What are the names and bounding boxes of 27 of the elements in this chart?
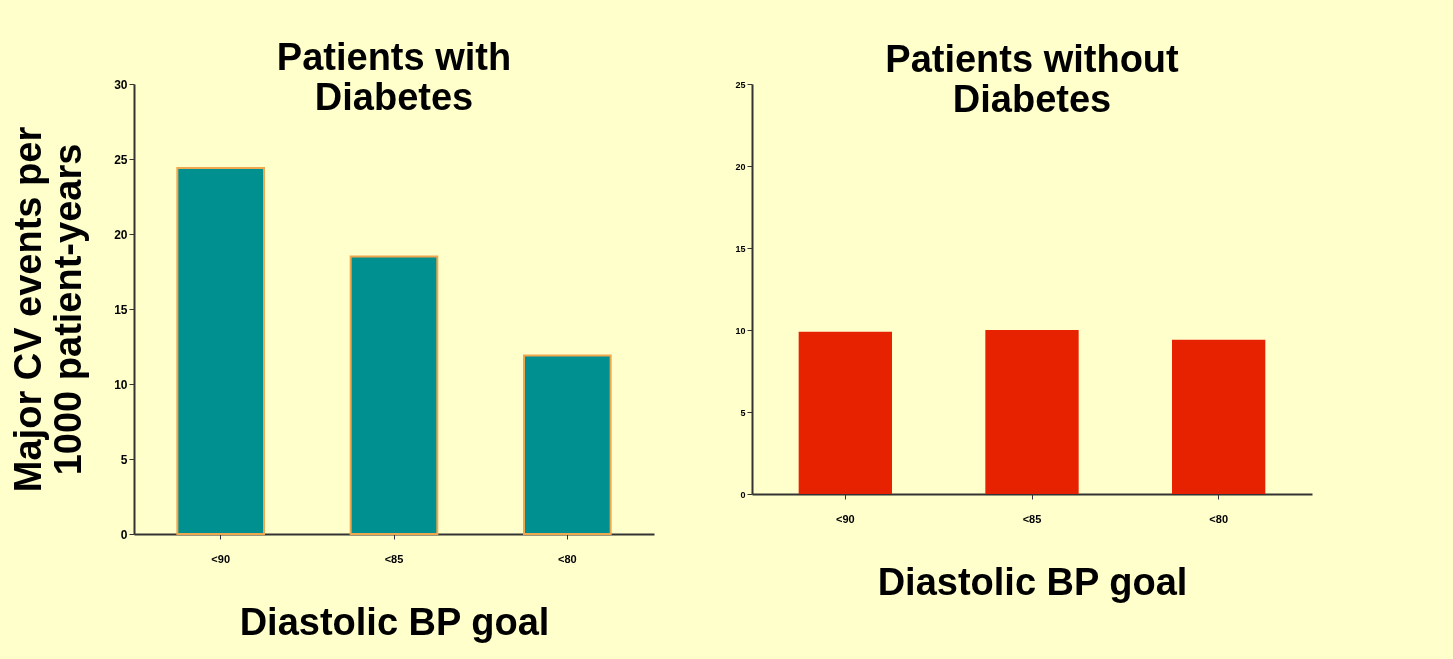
bar (176, 167, 265, 535)
y-tick-label: 10 (114, 377, 128, 392)
y-tick-label: 5 (120, 452, 128, 467)
x-axis-title: Diastolic BP goal (239, 600, 550, 643)
y-tick-label: 10 (735, 325, 746, 336)
y-tick-label: 15 (114, 302, 128, 317)
chart-title: Patients with Diabetes (276, 36, 512, 118)
x-tick-label: <90 (836, 512, 855, 525)
chart-title: Patients without Diabetes (885, 38, 1180, 120)
y-axis-title: Major CV events per 1000 patient-years (7, 126, 90, 493)
x-tick-label: <90 (211, 552, 230, 565)
bar (523, 354, 612, 535)
bar (349, 255, 439, 535)
y-tick-label: 5 (740, 407, 746, 418)
x-tick-label: <85 (1022, 512, 1042, 525)
x-tick-label: <80 (1209, 512, 1228, 525)
y-tick-label: 15 (735, 243, 746, 254)
y-tick-label: 25 (114, 152, 128, 167)
y-tick-label: 20 (114, 227, 128, 242)
y-tick-label: 25 (735, 79, 746, 90)
x-axis-title: Diastolic BP goal (877, 560, 1188, 603)
y-tick-label: 0 (120, 527, 128, 542)
x-tick-label: <80 (558, 552, 577, 565)
y-tick-label: 0 (740, 489, 746, 500)
x-tick-label: <85 (384, 552, 404, 565)
y-tick-label: 30 (114, 77, 128, 92)
y-tick-label: 20 (735, 161, 746, 172)
